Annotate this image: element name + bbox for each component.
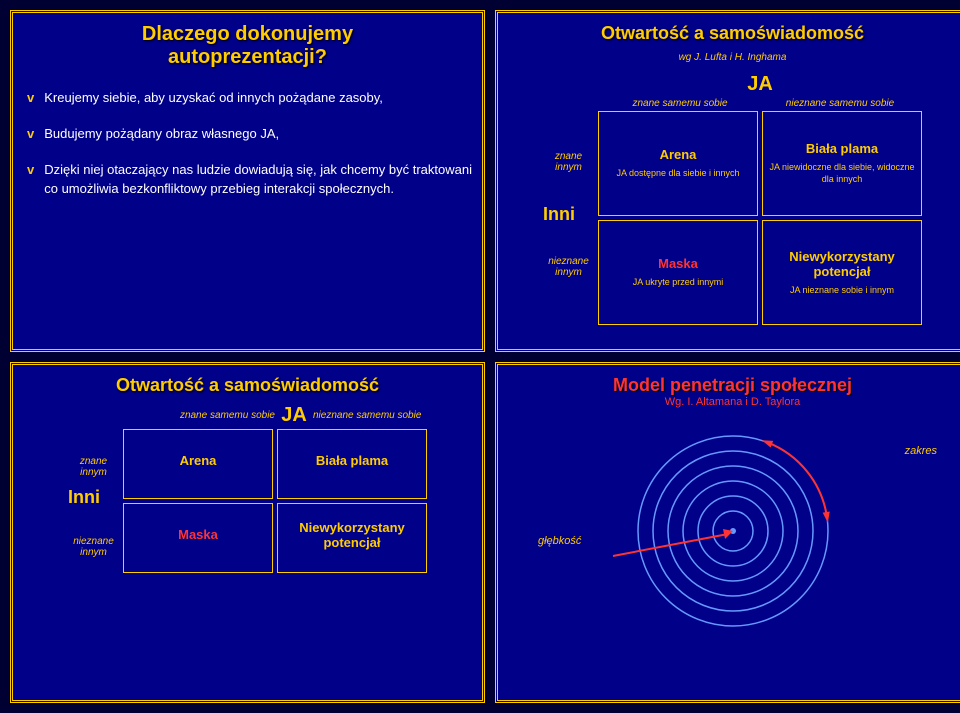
- johari-title: Otwartość a samoświadomość: [508, 23, 957, 44]
- cell-desc: JA niewidoczne dla siebie, widoczne dla …: [769, 162, 915, 185]
- col-known-label: znane samemu sobie: [180, 410, 275, 421]
- cell-title: Biała plama: [806, 141, 878, 156]
- bullet-text: Kreujemy siebie, aby uzyskać od innych p…: [44, 89, 383, 107]
- range-label: zakres: [905, 445, 937, 457]
- bullet-marker: v: [27, 161, 34, 197]
- cell-desc: JA ukryte przed innymi: [633, 277, 724, 289]
- bullet-item: v Dzięki niej otaczający nas ludzie dowi…: [27, 161, 472, 197]
- johari-cell-blind: Biała plama: [277, 429, 427, 499]
- row-unknown-label: nieznane innym: [541, 256, 596, 278]
- johari-cell-mask: Maska JA ukryte przed innymi: [598, 220, 758, 325]
- panel-johari-full: Otwartość a samoświadomość wg J. Lufta i…: [495, 10, 960, 352]
- johari-cell-arena: Arena JA dostępne dla siebie i innych: [598, 111, 758, 216]
- panel-penetration-model: Model penetracji społecznej Wg. I. Altam…: [495, 362, 960, 704]
- inni-label: Inni: [68, 487, 100, 508]
- ja-label: JA: [747, 73, 773, 96]
- johari-cell-arena: Arena: [123, 429, 273, 499]
- col-unknown-label: nieznane samemu sobie: [760, 98, 920, 109]
- johari-cell-mask: Maska: [123, 503, 273, 573]
- radar-title: Model penetracji społecznej: [508, 375, 957, 396]
- bullet-marker: v: [27, 89, 34, 107]
- panel-title: Dlaczego dokonujemy autoprezentacji?: [23, 23, 472, 69]
- inni-label: Inni: [543, 204, 575, 225]
- cell-title: Niewykorzystany potencjał: [284, 520, 420, 550]
- panel-johari-simple: Otwartość a samoświadomość znane samemu …: [10, 362, 485, 704]
- row-known-label: znane innym: [541, 151, 596, 173]
- bullet-text: Budujemy pożądany obraz własnego JA,: [44, 125, 279, 143]
- radar-diagram: [583, 416, 883, 646]
- cell-title: Arena: [660, 147, 697, 162]
- johari-cell-blind: Biała plama JA niewidoczne dla siebie, w…: [762, 111, 922, 216]
- johari-subtitle: wg J. Lufta i H. Inghama: [508, 52, 957, 63]
- cell-title: Arena: [180, 453, 217, 468]
- johari-title: Otwartość a samoświadomość: [23, 375, 472, 396]
- cell-desc: JA dostępne dla siebie i innych: [616, 168, 739, 180]
- cell-title: Maska: [658, 256, 698, 271]
- johari-cell-unknown: Niewykorzystany potencjał JA nieznane so…: [762, 220, 922, 325]
- bullet-marker: v: [27, 125, 34, 143]
- bullet-item: v Kreujemy siebie, aby uzyskać od innych…: [27, 89, 472, 107]
- cell-title: Niewykorzystany potencjał: [769, 249, 915, 279]
- johari-grid: JA znane samemu sobie nieznane samemu so…: [508, 73, 957, 327]
- col-unknown-label: nieznane samemu sobie: [313, 410, 421, 421]
- johari-cell-unknown: Niewykorzystany potencjał: [277, 503, 427, 573]
- ja-label: JA: [275, 404, 313, 427]
- cell-desc: JA nieznane sobie i innym: [790, 285, 894, 297]
- cell-title: Maska: [178, 527, 218, 542]
- johari-grid-simple: znane samemu sobie JA nieznane samemu so…: [23, 404, 472, 587]
- col-known-label: znane samemu sobie: [600, 98, 760, 109]
- row-unknown-label: nieznane innym: [66, 536, 121, 558]
- cell-title: Biała plama: [316, 453, 388, 468]
- radar-subtitle: Wg. I. Altamana i D. Taylora: [508, 396, 957, 408]
- bullet-item: v Budujemy pożądany obraz własnego JA,: [27, 125, 472, 143]
- row-known-label: znane innym: [66, 456, 121, 478]
- depth-label: głębkość: [538, 535, 581, 547]
- panel-why-self-presentation: Dlaczego dokonujemy autoprezentacji? v K…: [10, 10, 485, 352]
- bullet-list: v Kreujemy siebie, aby uzyskać od innych…: [27, 89, 472, 198]
- bullet-text: Dzięki niej otaczający nas ludzie dowiad…: [44, 161, 472, 197]
